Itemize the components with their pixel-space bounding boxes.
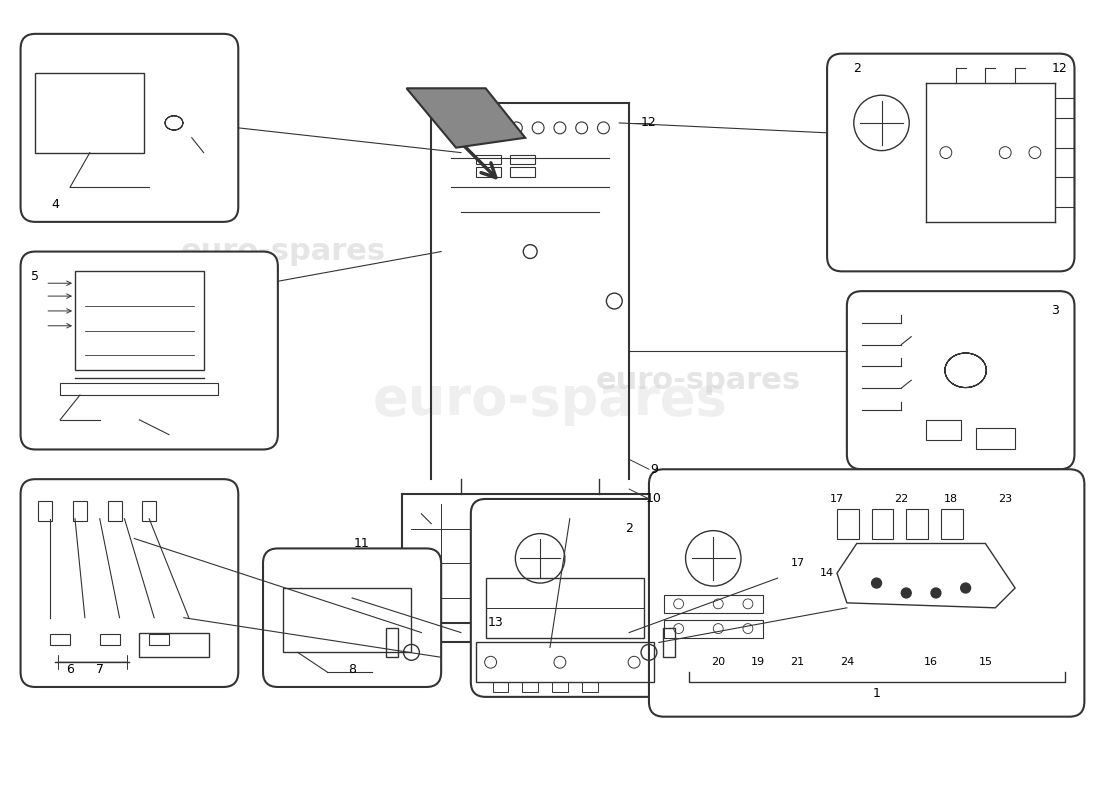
Text: 10: 10 [646,493,662,506]
Bar [663,620,762,638]
Bar [476,167,501,178]
Bar [510,154,536,165]
FancyBboxPatch shape [21,479,239,687]
FancyBboxPatch shape [649,470,1085,717]
Text: 22: 22 [894,494,909,504]
Bar [926,420,960,439]
Circle shape [960,583,970,593]
Text: 12: 12 [641,117,657,130]
Bar [493,682,508,692]
FancyBboxPatch shape [263,549,441,687]
Text: 17: 17 [829,494,844,504]
Text: 8: 8 [348,662,356,676]
Text: 1: 1 [872,687,880,701]
Text: 14: 14 [820,568,834,578]
Bar [108,501,121,521]
Bar [60,383,219,395]
Bar [476,642,653,682]
Text: 5: 5 [32,270,40,283]
FancyBboxPatch shape [847,291,1075,470]
Text: 6: 6 [66,662,74,676]
Bar [552,682,568,692]
Bar [871,509,893,538]
Circle shape [871,578,881,588]
Text: euro-spares: euro-spares [596,366,801,394]
Text: 2: 2 [625,522,634,535]
Bar [510,167,536,178]
Text: 2: 2 [852,62,860,75]
Bar [100,634,120,646]
Bar [142,501,156,521]
Bar [476,154,501,165]
Circle shape [901,588,911,598]
Text: 12: 12 [1052,62,1067,75]
Text: 24: 24 [839,658,854,667]
Text: 21: 21 [790,658,804,667]
Bar [150,634,169,646]
Bar [940,509,962,538]
Bar [522,682,538,692]
Text: 19: 19 [750,658,764,667]
Bar [140,633,209,658]
Bar [837,509,859,538]
FancyBboxPatch shape [827,54,1075,271]
Bar [73,501,87,521]
Bar [976,428,1015,450]
Circle shape [931,588,940,598]
Text: 16: 16 [924,658,938,667]
Text: 13: 13 [487,616,504,629]
Text: 18: 18 [944,494,958,504]
FancyBboxPatch shape [471,499,669,697]
FancyBboxPatch shape [21,34,239,222]
FancyBboxPatch shape [21,251,278,450]
Text: 9: 9 [650,462,658,476]
Bar [39,501,52,521]
Bar [75,271,204,370]
Text: 15: 15 [978,658,992,667]
Bar [51,634,70,646]
Bar [663,628,674,658]
Text: 4: 4 [52,198,59,210]
Text: 20: 20 [712,658,725,667]
Text: 11: 11 [354,537,370,550]
Text: 23: 23 [998,494,1012,504]
Text: 7: 7 [96,662,103,676]
Bar [386,628,397,658]
Bar [35,74,144,153]
Text: 17: 17 [790,558,804,568]
Polygon shape [407,88,526,148]
Text: euro-spares: euro-spares [180,237,385,266]
Text: euro-spares: euro-spares [373,374,727,426]
Bar [283,588,411,652]
Text: 3: 3 [1050,305,1058,318]
Bar [906,509,928,538]
Bar [663,595,762,613]
Bar [486,578,644,638]
Bar [582,682,597,692]
